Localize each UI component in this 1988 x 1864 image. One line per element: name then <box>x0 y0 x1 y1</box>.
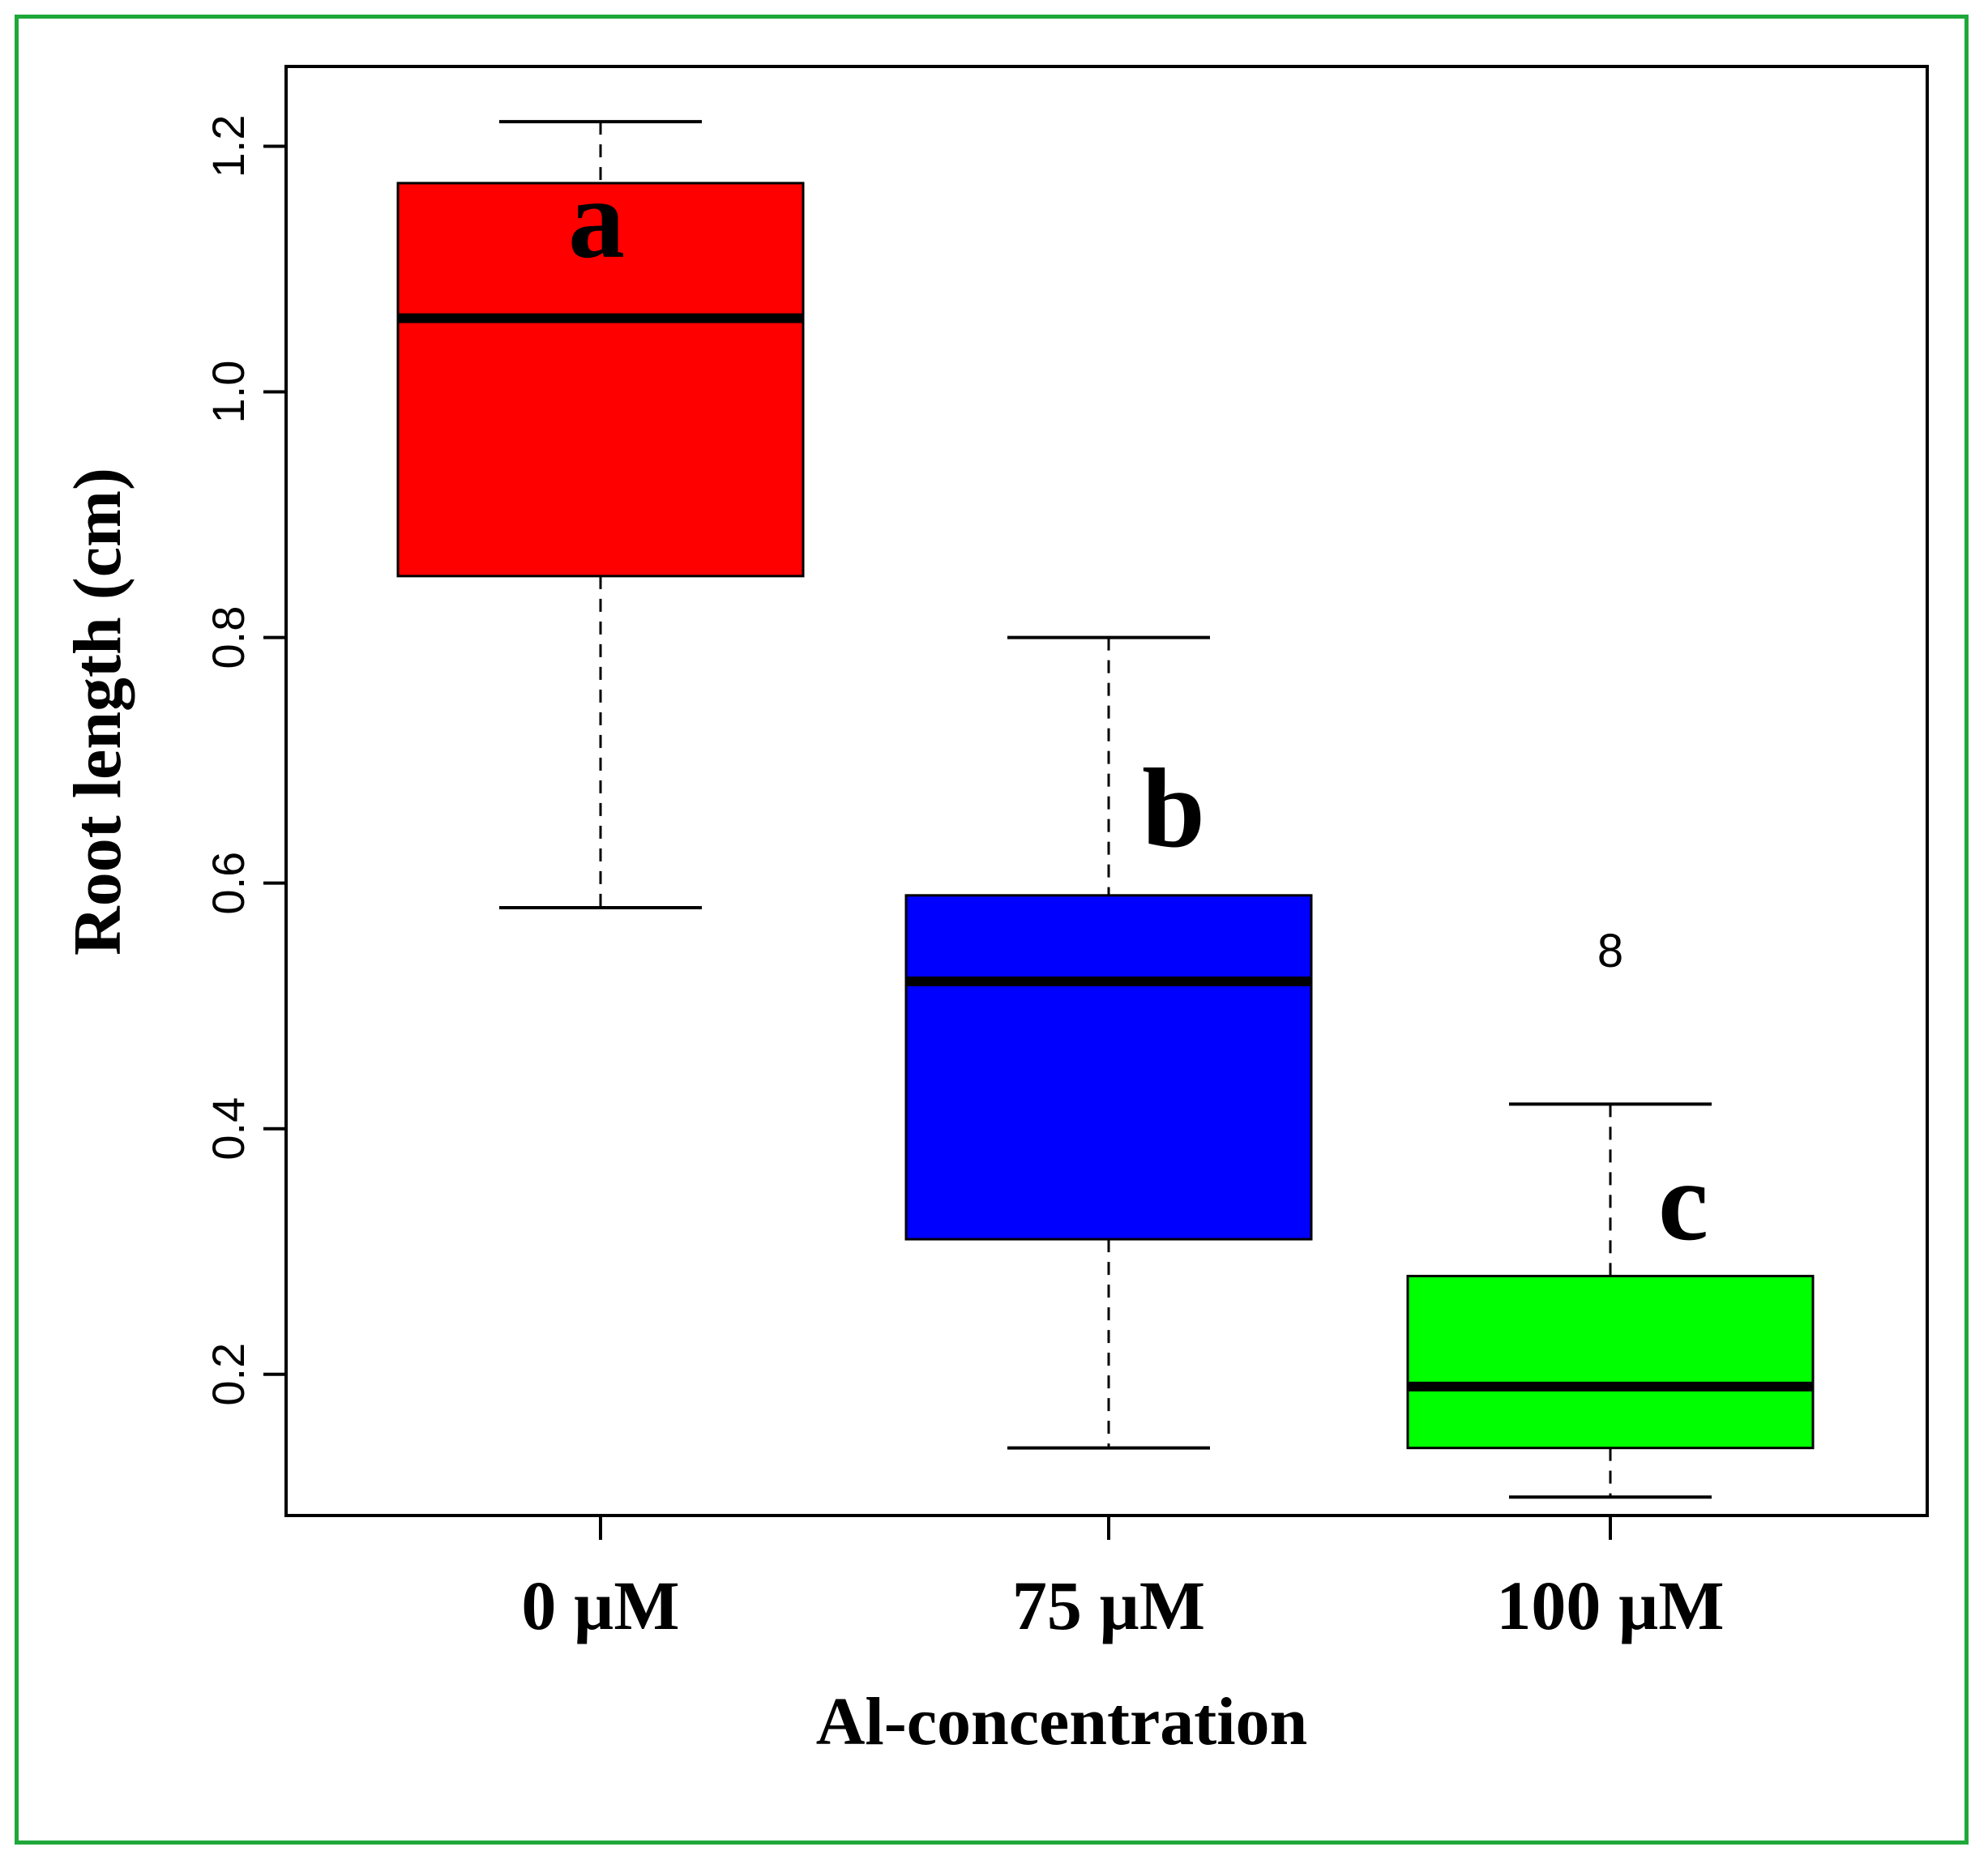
box-group: c8 <box>1406 925 1815 1499</box>
significance-letter: b <box>1142 746 1205 871</box>
y-tick-label: 0.8 <box>203 606 254 669</box>
y-tick-label: 1.0 <box>203 361 254 424</box>
y-tick-label: 0.4 <box>203 1097 254 1161</box>
x-tick-label: 0 µM <box>521 1567 679 1644</box>
x-tick-label: 75 µM <box>1012 1567 1205 1644</box>
y-axis: 0.2 0.4 0.6 0.8 1.0 1.2 <box>203 115 286 1406</box>
box-iqr <box>1406 1275 1815 1450</box>
y-tick-label: 1.2 <box>203 115 254 178</box>
box-group: b <box>904 635 1313 1450</box>
plot-area <box>284 65 1929 1517</box>
significance-letter: a <box>568 156 625 282</box>
x-axis-title: Al-concentration <box>816 1684 1308 1759</box>
y-tick-label: 0.6 <box>203 852 254 915</box>
box-iqr <box>904 894 1313 1241</box>
x-tick-label: 100 µM <box>1496 1567 1724 1644</box>
x-axis: 0 µM 75 µM 100 µM <box>521 1516 1725 1644</box>
y-axis-title: Root length (cm) <box>60 468 135 956</box>
box-group: a <box>396 120 805 909</box>
box-iqr <box>396 182 805 578</box>
outlier-point: 8 <box>1597 925 1623 977</box>
significance-letter: c <box>1658 1139 1708 1264</box>
y-tick-label: 0.2 <box>203 1343 254 1406</box>
